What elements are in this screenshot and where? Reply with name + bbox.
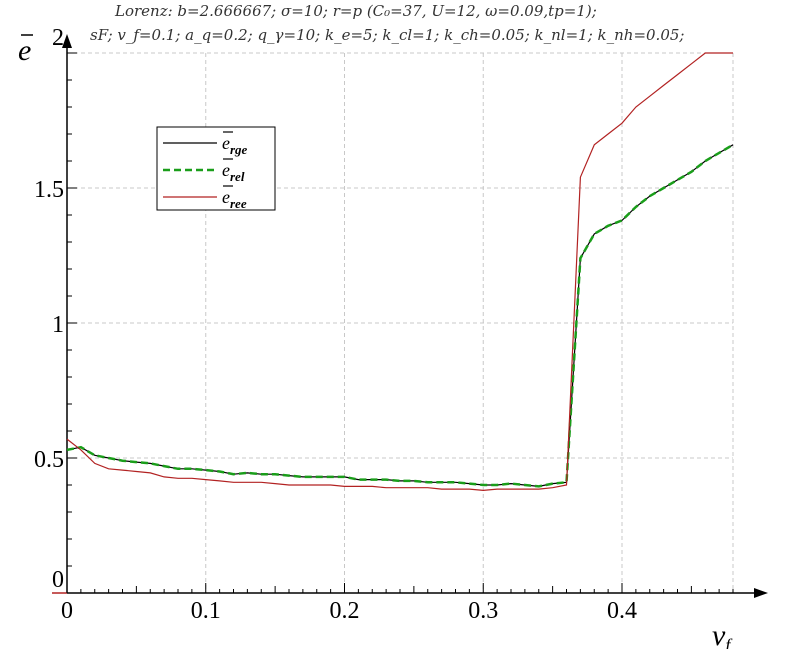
tick-labels: 0 0.1 0.2 0.3 0.4 0 0.5 1 1.5 2 [34,25,637,624]
y-axis-label: e [18,34,33,67]
legend-box [156,126,276,211]
y-tick-label: 1.5 [34,177,64,203]
y-axis-arrow [62,34,72,48]
legend-label-ree: eree [222,187,247,211]
legend-label-rel: erel [222,160,245,184]
y-tick-label: 0 [52,567,64,593]
grid [67,52,734,593]
y-tick-label: 1 [52,312,64,338]
x-axis-label: vf [712,619,733,649]
x-tick-label: 0.1 [191,598,221,624]
legend-label-rge: erge [222,133,248,157]
series-lines [66,52,734,492]
axes [52,34,768,598]
chart-title-line-2: sF; v_f=0.1; a_q=0.2; q_γ=10; k_e=5; k_c… [90,26,684,44]
y-axis-label-text: e [18,34,31,67]
y-tick-label: 2 [52,25,64,51]
series-line-ree [66,52,733,492]
x-axis-label-text: vf [712,619,733,649]
x-tick-label: 0.4 [607,598,637,624]
series-line-rel [66,143,734,488]
chart-title-line-1: Lorenz: b=2.666667; σ=10; r=p (C₀=37, U=… [114,2,597,20]
x-tick-label: 0.2 [330,598,360,624]
y-tick-label: 0.5 [34,447,64,473]
x-tick-label: 0.3 [468,598,498,624]
x-axis-arrow [754,588,768,598]
x-tick-label: 0 [61,598,73,624]
legend: erge erel eree [156,126,276,211]
